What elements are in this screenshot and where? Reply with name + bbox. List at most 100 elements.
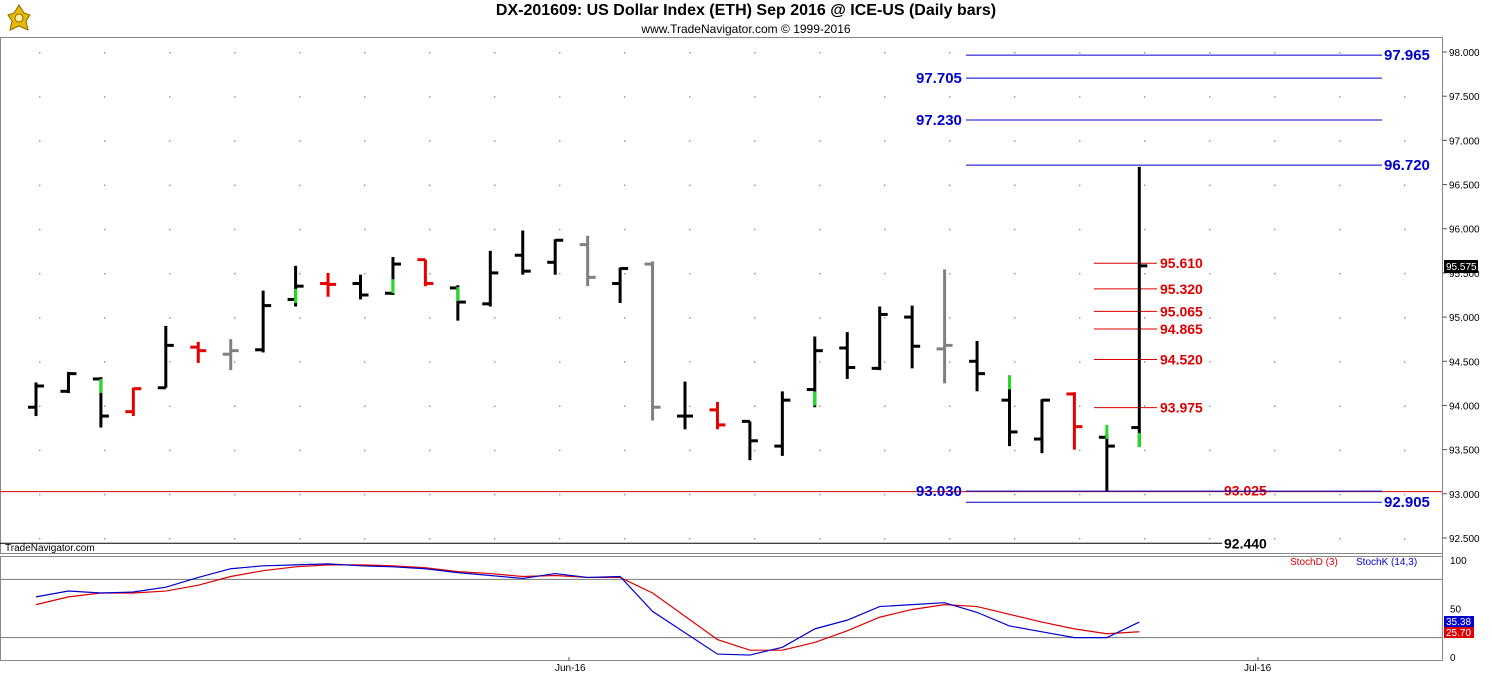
grid-dot xyxy=(1404,228,1406,231)
ohlc-bar xyxy=(222,339,239,371)
grid-dot xyxy=(104,96,106,98)
grid-dot xyxy=(364,493,366,496)
grid-dot xyxy=(949,493,951,496)
date-tick-label: Jun-16 xyxy=(555,663,586,674)
grid-dot xyxy=(559,538,561,540)
price-tick-label: 93.000 xyxy=(1449,490,1480,501)
grid-dot xyxy=(949,140,951,142)
grid-dot xyxy=(39,228,41,231)
ohlc-bar xyxy=(579,235,596,287)
grid-dot xyxy=(689,52,691,54)
grid-dot xyxy=(494,52,496,54)
grid-dot xyxy=(1274,96,1276,98)
grid-dot xyxy=(1014,140,1016,142)
grid-dot xyxy=(689,361,691,363)
grid-dot xyxy=(169,405,171,407)
ohlc-bar xyxy=(904,305,921,369)
grid-dot xyxy=(1274,317,1276,319)
grid-dot xyxy=(429,96,431,98)
ohlc-bar xyxy=(1001,375,1018,447)
grid-dot xyxy=(169,96,171,98)
grid-dot xyxy=(299,538,301,540)
grid-dot xyxy=(1079,96,1081,98)
grid-dot xyxy=(1209,538,1211,540)
grid-dot xyxy=(1014,317,1016,319)
grid-dot xyxy=(1404,184,1406,187)
trade-navigator-logo xyxy=(7,4,31,31)
grid-dot xyxy=(819,272,821,275)
grid-dot xyxy=(494,361,496,363)
grid-dot xyxy=(494,538,496,540)
grid-dot xyxy=(169,317,171,319)
grid-dot xyxy=(364,538,366,540)
grid-dot xyxy=(819,405,821,407)
grid-dot xyxy=(1274,449,1276,452)
grid-dot xyxy=(754,184,756,187)
grid-dot xyxy=(104,140,106,142)
grid-dot xyxy=(754,405,756,407)
grid-dot xyxy=(1144,228,1146,231)
grid-dot xyxy=(104,184,106,187)
grid-dot xyxy=(39,361,41,363)
grid-dot xyxy=(1274,140,1276,142)
grid-dot xyxy=(689,140,691,142)
grid-dot xyxy=(559,228,561,231)
grid-dot xyxy=(1404,96,1406,98)
grid-dot xyxy=(624,52,626,54)
grid-dot xyxy=(429,449,431,452)
grid-dot xyxy=(689,272,691,275)
grid-dot xyxy=(819,317,821,319)
grid-dot xyxy=(1339,493,1341,496)
grid-dot xyxy=(299,405,301,407)
grid-dot xyxy=(1014,228,1016,231)
grid-dot xyxy=(299,272,301,275)
grid-dot xyxy=(234,184,236,187)
grid-dot xyxy=(624,272,626,275)
grid-dot xyxy=(884,538,886,540)
grid-dot xyxy=(559,317,561,319)
ohlc-bar xyxy=(1098,424,1115,492)
ohlc-bar xyxy=(28,382,44,417)
price-tick-label: 94.000 xyxy=(1449,401,1480,412)
ohlc-bar xyxy=(287,265,304,307)
grid-dots xyxy=(39,52,1406,540)
grid-dot xyxy=(1339,52,1341,54)
grid-dot xyxy=(429,405,431,407)
grid-dot xyxy=(1209,449,1211,452)
grid-dot xyxy=(949,449,951,452)
grid-dot xyxy=(689,538,691,540)
grid-dot xyxy=(104,361,106,363)
grid-dot xyxy=(1404,493,1406,496)
grid-dot xyxy=(819,184,821,187)
grid-dot xyxy=(299,184,301,187)
grid-dot xyxy=(364,361,366,363)
grid-dot xyxy=(234,317,236,319)
blue-level-label: 92.905 xyxy=(1384,494,1430,511)
grid-dot xyxy=(299,96,301,98)
grid-dot xyxy=(949,96,951,98)
red-level-label: 93.975 xyxy=(1160,400,1203,416)
last-price-box xyxy=(1444,260,1478,273)
grid-dot xyxy=(494,228,496,231)
grid-dot xyxy=(624,317,626,319)
grid-dot xyxy=(884,272,886,275)
grid-dot xyxy=(884,405,886,407)
grid-dot xyxy=(1144,140,1146,142)
ohlc-bar xyxy=(92,377,109,428)
grid-dot xyxy=(364,96,366,98)
grid-dot xyxy=(884,52,886,54)
blue-level-label: 93.030 xyxy=(916,483,962,500)
ohlc-bar xyxy=(677,381,693,430)
grid-dot xyxy=(364,184,366,187)
grid-dot xyxy=(1339,317,1341,319)
grid-dot xyxy=(949,52,951,54)
grid-dot xyxy=(364,228,366,231)
grid-dot xyxy=(624,184,626,187)
grid-dot xyxy=(39,272,41,275)
ohlc-bar xyxy=(774,391,791,456)
ohlc-bar xyxy=(1033,398,1050,454)
grid-dot xyxy=(559,96,561,98)
price-tick-label: 94.500 xyxy=(1449,357,1480,368)
ohlc-bar xyxy=(514,230,531,275)
